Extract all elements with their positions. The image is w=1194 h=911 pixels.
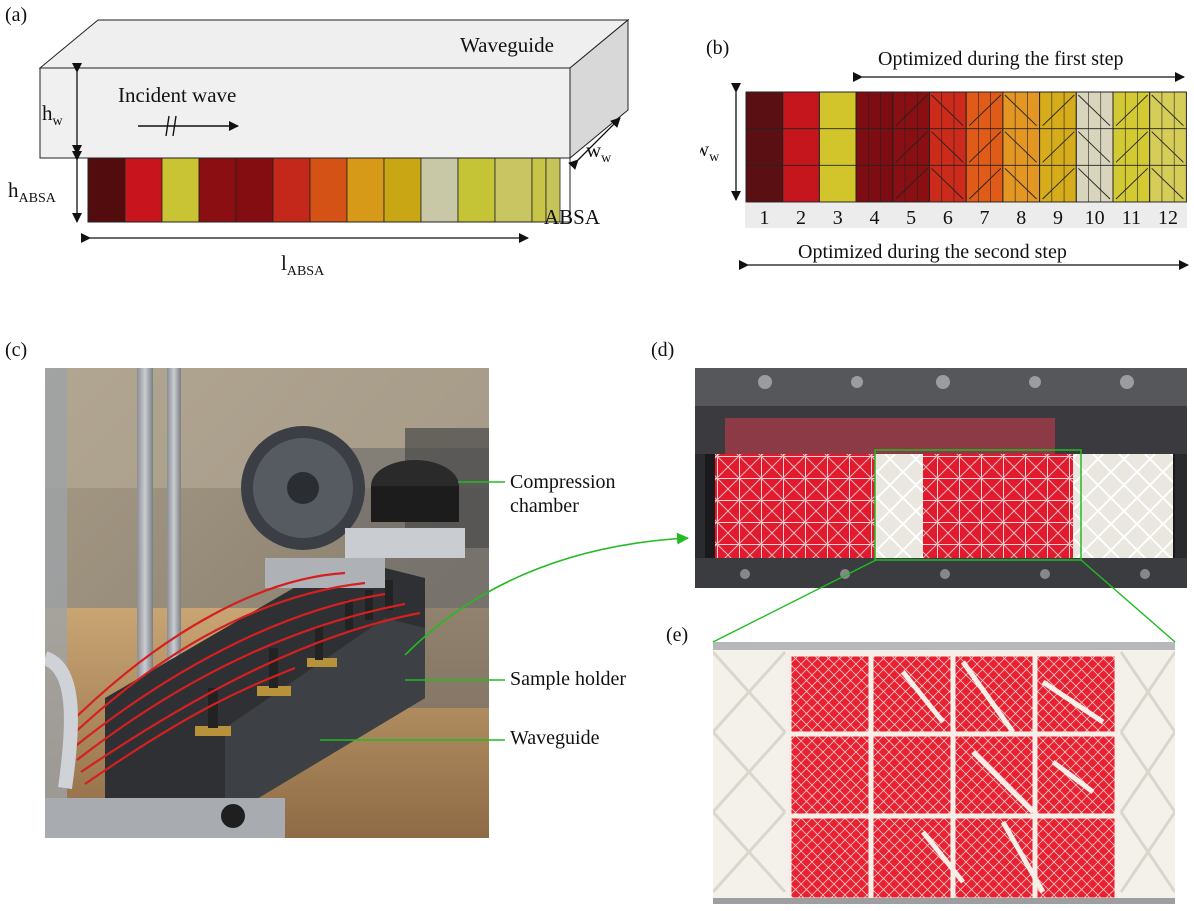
unit-cell xyxy=(965,91,1004,203)
panel-d-label: (d) xyxy=(651,339,675,361)
absa-cell xyxy=(309,157,348,223)
unit-cell xyxy=(1112,91,1151,203)
unit-cell xyxy=(855,91,894,203)
inner-plate xyxy=(1077,168,1111,200)
inner-plate xyxy=(1151,168,1184,200)
inner-plate xyxy=(968,131,1002,163)
unit-cell xyxy=(1039,91,1077,203)
unit-cell-number: 3 xyxy=(833,207,843,229)
inner-plate xyxy=(1042,131,1075,163)
unit-cell xyxy=(782,91,820,203)
panel-b-label: (b) xyxy=(706,37,730,59)
unit-cell-number: 8 xyxy=(1016,207,1026,229)
unit-cell-number: 12 xyxy=(1158,207,1178,229)
compression-chamber-label: Compression chamber xyxy=(510,470,616,518)
absa-cell xyxy=(457,157,496,223)
first-step-label: Optimized during the first step xyxy=(878,48,1124,70)
inner-plate xyxy=(895,94,928,126)
absa-cells xyxy=(87,157,561,223)
absa-label: ABSA xyxy=(544,205,601,229)
unit-cell xyxy=(929,91,967,203)
inner-plate xyxy=(895,168,928,200)
inner-plate xyxy=(1077,131,1111,163)
absa-cell xyxy=(494,157,533,223)
ww-label-b: ww xyxy=(700,137,720,165)
absa-cell xyxy=(124,157,163,223)
inner-plate xyxy=(1042,168,1075,200)
unit-cell xyxy=(745,91,784,203)
unit-cell-fill xyxy=(855,91,894,203)
inner-plate xyxy=(895,131,928,163)
inner-plate xyxy=(1115,94,1149,126)
habsa-label: hABSA xyxy=(8,178,57,206)
panel-e-label: (e) xyxy=(666,624,689,646)
inner-plate xyxy=(968,94,1002,126)
second-step-label: Optimized during the second step xyxy=(798,241,1067,263)
inner-plate xyxy=(1115,168,1149,200)
absa-cell xyxy=(346,157,385,223)
sample-holder-label: Sample holder xyxy=(510,668,627,690)
absa-outline xyxy=(87,157,571,223)
unit-cell-number: 4 xyxy=(869,207,879,229)
sample-top-view-photo xyxy=(695,368,1187,588)
waveguide-photo-label: Waveguide xyxy=(510,727,600,749)
unit-cell-fill xyxy=(818,91,857,203)
unit-cell xyxy=(818,91,857,203)
waveguide-front-face xyxy=(39,67,571,159)
unit-cell-number: 9 xyxy=(1053,207,1063,229)
unit-cell-number: 2 xyxy=(796,207,806,229)
absa-cell xyxy=(161,157,200,223)
unit-cell-fill xyxy=(745,91,784,203)
unit-cell-numbers: 1 2 3 4 5 6 7 8 9 10 11 12 xyxy=(759,207,1178,229)
unit-cell-number: 10 xyxy=(1085,207,1105,229)
absa-cell xyxy=(198,157,237,223)
unit-cell xyxy=(1002,91,1041,203)
wave-front-mark-2 xyxy=(172,115,177,137)
unit-cell xyxy=(1149,91,1187,203)
inner-plate xyxy=(1151,94,1184,126)
ww-label-a: ww xyxy=(586,138,612,166)
cell-number-strip xyxy=(745,203,1187,228)
absa-cell xyxy=(87,157,126,223)
zoom-region-box xyxy=(874,449,1082,561)
wave-front-mark-1 xyxy=(165,115,170,137)
inner-plate xyxy=(931,131,964,163)
labsa-label: lABSA xyxy=(281,251,325,279)
experimental-setup-photo xyxy=(45,368,489,838)
inner-plate xyxy=(931,168,964,200)
ww-dimension-arrow-a xyxy=(568,117,621,170)
panel-a-label: (a) xyxy=(5,4,28,26)
unit-cells-grid xyxy=(745,91,1187,203)
waveguide-label: Waveguide xyxy=(460,33,554,57)
unit-cell-fill xyxy=(782,91,820,203)
inner-plate xyxy=(1004,168,1037,200)
inner-plate xyxy=(1042,94,1075,126)
unit-cell-number: 1 xyxy=(759,207,769,229)
inner-plate xyxy=(1004,94,1037,126)
hw-label: hw xyxy=(42,101,64,129)
unit-cell-number: 11 xyxy=(1122,207,1141,229)
unit-cell xyxy=(1075,91,1114,203)
unit-cell xyxy=(892,91,931,203)
inner-plate xyxy=(931,94,964,126)
inner-plate xyxy=(1115,131,1149,163)
incident-wave-label: Incident wave xyxy=(118,83,236,107)
absa-cell xyxy=(235,157,274,223)
compression-chamber-label-line-2: chamber xyxy=(510,495,579,517)
absa-cell xyxy=(383,157,422,223)
unit-cell-number: 6 xyxy=(943,207,953,229)
panel-c-label: (c) xyxy=(5,339,28,361)
inner-plate xyxy=(1004,131,1037,163)
absa-cell xyxy=(272,157,311,223)
unit-cell-number: 7 xyxy=(980,207,990,229)
sample-zoom-photo xyxy=(713,642,1175,904)
unit-cell-number: 5 xyxy=(906,207,916,229)
inner-plate xyxy=(1077,94,1111,126)
panel-a-schematic: Waveguide Incident wave hw hABSA lABSA w… xyxy=(8,18,630,279)
compression-chamber-label-line-1: Compression xyxy=(510,471,616,493)
inner-plate xyxy=(968,168,1002,200)
inner-plate xyxy=(1151,131,1184,163)
absa-cell xyxy=(420,157,459,223)
